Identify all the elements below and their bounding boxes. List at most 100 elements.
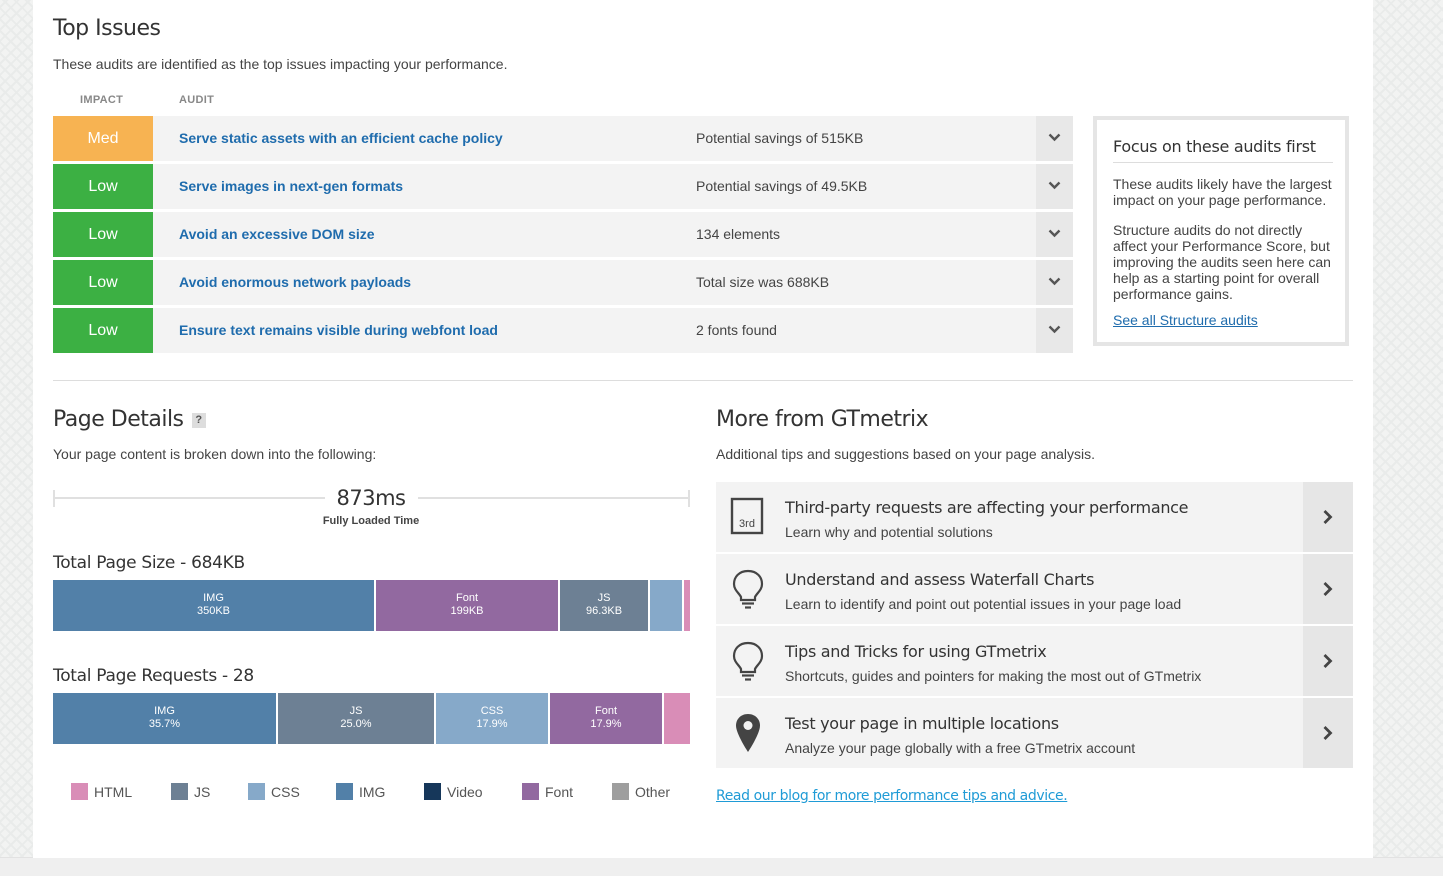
fully-loaded-time-label: Fully Loaded Time [322,515,420,527]
legend-item: JS [171,783,210,800]
audit-title[interactable]: Serve images in next-gen formats [179,178,404,194]
tip-multiple-locations[interactable]: Test your page in multiple locations Ana… [716,698,1353,768]
audit-row[interactable]: Low Ensure text remains visible during w… [53,308,1073,353]
tip-third-party-requests[interactable]: 3rd Third-party requests are affecting y… [716,482,1353,552]
segment-value: 17.9% [590,718,622,730]
legend-swatch [424,783,441,800]
expand-button[interactable] [1036,116,1073,161]
legend-item: Other [612,783,670,800]
help-icon[interactable]: ? [191,413,206,428]
focus-paragraph: Structure audits do not directly affect … [1113,222,1331,302]
audit-row[interactable]: Low Avoid an excessive DOM size 134 elem… [53,212,1073,257]
third-party-icon-text: 3rd [739,518,755,530]
segment-type: IMG [154,705,175,717]
timeline-end-cap [688,490,690,507]
total-page-size-title: Total Page Size - 684KB [53,553,245,573]
segment-type: CSS [480,705,504,717]
legend-item: IMG [336,783,385,800]
segment-value: 35.7% [148,718,181,730]
expand-button[interactable] [1036,212,1073,257]
audit-title[interactable]: Serve static assets with an efficient ca… [179,130,503,146]
audit-detail: 134 elements [696,226,781,242]
size-segment-js[interactable]: JS 96.3KB [560,580,650,631]
blog-link[interactable]: Read our blog for more performance tips … [716,788,1068,804]
audit-row[interactable]: Low Serve images in next-gen formats Pot… [53,164,1073,209]
impact-badge: Low [53,212,153,257]
audit-column-header: AUDIT [179,94,215,106]
size-segment-font[interactable]: Font 199KB [376,580,560,631]
top-issues-subtitle: These audits are identified as the top i… [53,56,508,72]
segment-value: 25.0% [340,718,372,730]
request-segment-html[interactable] [664,693,690,744]
tip-tips-and-tricks[interactable]: Tips and Tricks for using GTmetrix Short… [716,626,1353,696]
audit-row[interactable]: Low Avoid enormous network payloads Tota… [53,260,1073,305]
tip-arrow-button[interactable] [1303,482,1353,552]
audit-detail: 2 fonts found [696,322,777,338]
chevron-down-icon [1048,181,1061,190]
content-type-legend: HTML JS CSS IMG Video Font Other [53,783,693,803]
legend-item: CSS [248,783,300,800]
segment-type: JS [597,592,611,604]
more-from-gtmetrix-subtitle: Additional tips and suggestions based on… [716,446,1096,462]
segment-value: 96.3KB [585,605,623,617]
segment-type: IMG [203,592,224,604]
page-details-title: Page Details? [53,407,206,432]
audit-title[interactable]: Avoid an excessive DOM size [179,226,375,242]
audit-title[interactable]: Avoid enormous network payloads [179,274,412,290]
expand-button[interactable] [1036,308,1073,353]
tip-description: Learn to identify and point out potentia… [785,596,1182,612]
chevron-down-icon [1048,229,1061,238]
see-all-structure-audits-link[interactable]: See all Structure audits [1113,312,1258,328]
size-segment-html[interactable] [684,580,690,631]
chevron-right-icon [1323,726,1333,740]
expand-button[interactable] [1036,260,1073,305]
segment-type: JS [349,705,363,717]
segment-type: Font [594,705,617,717]
tip-title: Test your page in multiple locations [785,714,1059,733]
location-pin-icon [736,714,760,752]
audit-title[interactable]: Ensure text remains visible during webfo… [179,322,498,338]
top-issues-title: Top Issues [53,16,161,41]
lightbulb-icon [732,641,764,681]
chevron-right-icon [1323,654,1333,668]
fully-loaded-time-value: 873ms [336,486,406,510]
footer-band [0,857,1443,876]
request-segment-font[interactable]: Font 17.9% [550,693,664,744]
segment-type: Font [455,592,478,604]
request-segment-img[interactable]: IMG 35.7% [53,693,278,744]
request-segment-js[interactable]: JS 25.0% [278,693,436,744]
segment-value: 350KB [196,605,231,617]
request-segment-css[interactable]: CSS 17.9% [436,693,550,744]
audit-detail: Total size was 688KB [696,274,830,290]
legend-swatch [248,783,265,800]
size-segment-img[interactable]: IMG 350KB [53,580,376,631]
legend-label: CSS [271,784,300,800]
timeline-line [53,497,325,499]
lightbulb-icon [732,569,764,609]
focus-paragraph: These audits likely have the largest imp… [1113,176,1332,208]
impact-badge: Med [53,116,153,161]
tip-waterfall-charts[interactable]: Understand and assess Waterfall Charts L… [716,554,1353,624]
tip-description: Shortcuts, guides and pointers for makin… [785,668,1202,684]
tip-title: Understand and assess Waterfall Charts [785,570,1095,589]
section-divider [53,380,1353,381]
audit-detail: Potential savings of 49.5KB [696,178,868,194]
tip-arrow-button[interactable] [1303,554,1353,624]
tip-description: Analyze your page globally with a free G… [785,740,1136,756]
timeline-line [418,497,690,499]
third-party-icon: 3rd [730,497,764,535]
impact-badge: Low [53,308,153,353]
audit-row[interactable]: Med Serve static assets with an efficien… [53,116,1073,161]
tip-arrow-button[interactable] [1303,698,1353,768]
legend-label: JS [194,784,211,800]
focus-audits-box: Focus on these audits first These audits… [1093,116,1349,346]
legend-item: Font [522,783,573,800]
impact-badge: Low [53,260,153,305]
size-segment-css[interactable] [650,580,684,631]
page-details-title-text: Page Details [53,407,184,432]
legend-label: Video [447,784,483,800]
legend-label: Other [635,784,671,800]
tip-arrow-button[interactable] [1303,626,1353,696]
legend-label: HTML [94,784,133,800]
expand-button[interactable] [1036,164,1073,209]
